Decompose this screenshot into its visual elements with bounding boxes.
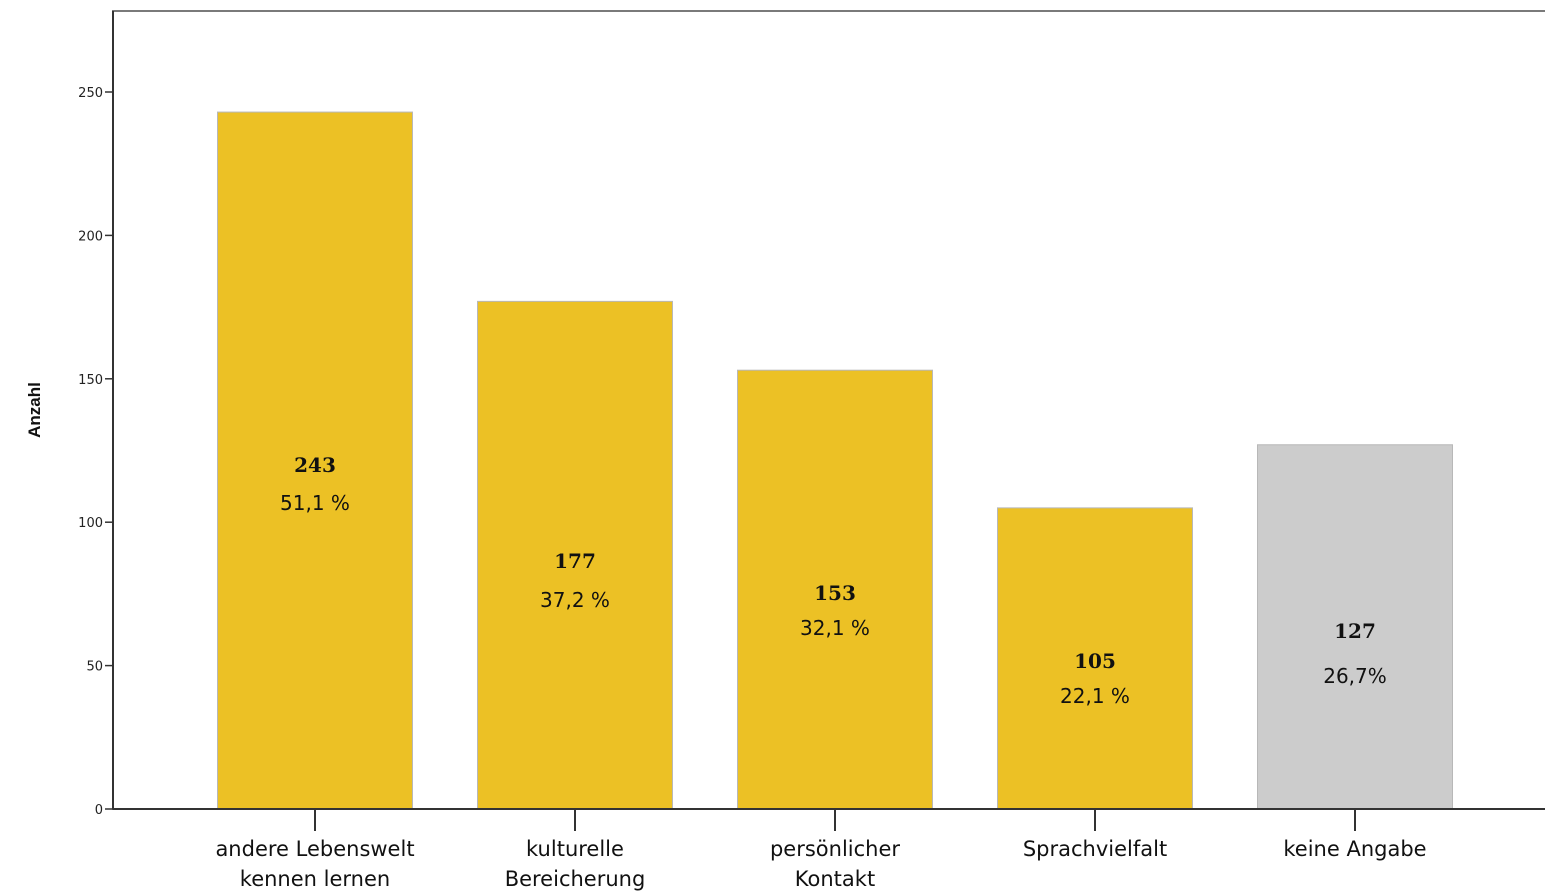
- y-tick-label: 200: [78, 229, 103, 244]
- bar-count-label: 105: [1074, 649, 1116, 673]
- bar: [737, 369, 933, 810]
- bar-percent-label: 22,1 %: [1060, 684, 1130, 708]
- y-tick-label: 150: [78, 373, 103, 388]
- y-tick-label: 250: [78, 86, 103, 101]
- x-category-label: andere Lebenswelt: [215, 837, 414, 861]
- bar-percent-label: 32,1 %: [800, 616, 870, 640]
- x-category-label: kulturelle: [526, 837, 624, 861]
- bars: [217, 111, 1453, 810]
- bar: [997, 507, 1193, 810]
- bar-count-label: 243: [294, 453, 336, 477]
- x-category-label: persönlicher: [770, 837, 900, 861]
- bar-percent-label: 51,1 %: [280, 491, 350, 515]
- bar-percent-label: 37,2 %: [540, 588, 610, 612]
- bar-count-label: 177: [554, 549, 596, 573]
- bar-percent-label: 26,7%: [1323, 664, 1387, 688]
- y-tick-label: 50: [86, 660, 103, 675]
- x-axis: andere Lebenswelt kennen lernen kulturelle…: [113, 808, 1545, 891]
- bar: [1257, 444, 1453, 810]
- y-tick-label: 0: [95, 803, 103, 818]
- x-category-label: Bereicherung: [505, 867, 646, 891]
- bar: [477, 300, 673, 810]
- y-axis: 0 50 100 150 200 250: [78, 11, 114, 818]
- bar-count-label: 127: [1334, 619, 1376, 643]
- y-axis-title: Anzahl: [25, 382, 44, 438]
- x-category-label: kennen lernen: [240, 867, 390, 891]
- bar: [217, 111, 413, 810]
- y-tick-label: 100: [78, 516, 103, 531]
- x-category-label: Kontakt: [795, 867, 875, 891]
- x-category-label: Sprachvielfalt: [1023, 837, 1167, 861]
- x-category-label: keine Angabe: [1283, 837, 1426, 861]
- bar-count-label: 153: [814, 581, 856, 605]
- bar-labels: 243 51,1 % 177 37,2 % 153 32,1 % 105 22,1 % 127 2…: [280, 453, 1387, 708]
